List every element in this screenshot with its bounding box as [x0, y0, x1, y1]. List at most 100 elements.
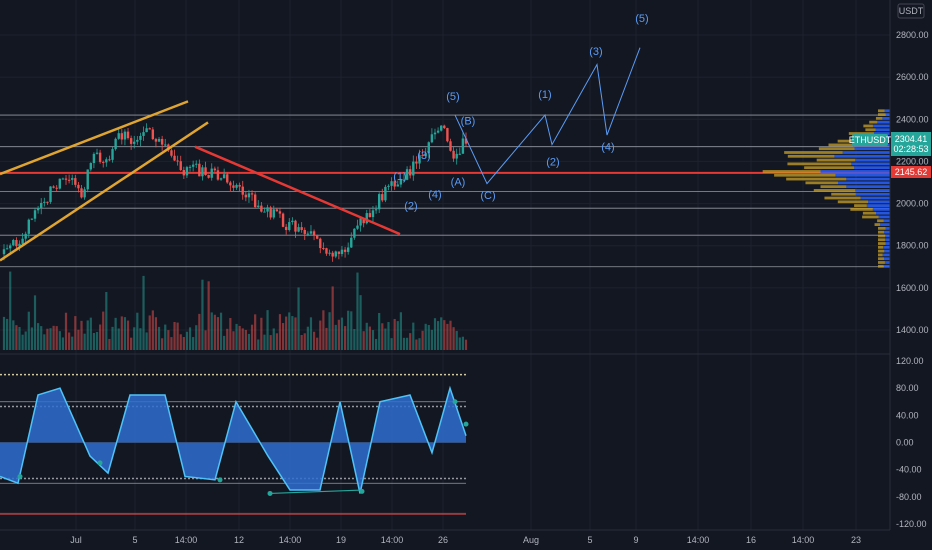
volume-profile-bar	[883, 219, 890, 223]
candle-body	[272, 209, 275, 218]
volume-bar	[368, 326, 371, 350]
trendlines[interactable]	[0, 100, 401, 262]
volume-profile-bar	[854, 147, 890, 151]
candle-body	[74, 178, 77, 185]
volume-profile-bar	[884, 261, 890, 264]
volume-bar	[133, 327, 136, 350]
volume-bar	[136, 312, 139, 350]
candle-body	[331, 252, 334, 257]
volume-profile-bar	[816, 158, 856, 162]
volume-profile-bar	[878, 261, 885, 264]
volume-profile-bar	[834, 154, 890, 158]
volume-bar	[319, 320, 322, 350]
volume-profile-bar	[831, 192, 856, 196]
volume-bar	[49, 328, 52, 350]
candle-body	[80, 188, 83, 198]
candle-body	[12, 240, 15, 246]
volume-bar	[192, 337, 195, 350]
volume-profile-bar	[878, 226, 886, 230]
candle-body	[198, 163, 201, 177]
volume-profile-bar	[872, 124, 890, 128]
time-tick-label: 9	[633, 535, 638, 545]
candle-body	[129, 138, 133, 144]
volume-bar	[281, 323, 285, 350]
candle-body	[250, 193, 254, 195]
candle-body	[108, 159, 111, 161]
volume-bar	[244, 329, 247, 350]
volume-bar	[92, 333, 96, 350]
candle-body	[120, 133, 124, 140]
candle-body	[238, 184, 241, 187]
volume-profile-bar	[862, 211, 877, 215]
candle-body	[253, 194, 257, 208]
volume-profile-bar	[824, 196, 861, 200]
candle-body	[229, 182, 232, 186]
volume-bar	[201, 279, 204, 350]
volume-bar	[347, 310, 350, 350]
volume-bars	[2, 271, 468, 350]
candle-body	[160, 138, 164, 145]
volume-bar	[365, 322, 368, 350]
candle-body	[322, 248, 325, 250]
volume-bar	[443, 320, 446, 350]
candle-body	[61, 178, 65, 180]
candle-body	[15, 240, 18, 247]
volume-bar	[396, 321, 399, 350]
volume-bar	[433, 318, 437, 350]
candle-body	[356, 225, 359, 229]
volume-bar	[350, 311, 353, 350]
candle-body	[399, 179, 403, 185]
volume-profile-bar	[855, 192, 890, 196]
elliott-wave-path[interactable]	[454, 47, 641, 185]
candle-body	[173, 155, 176, 161]
volume-bar	[306, 326, 309, 350]
time-axis[interactable]: Jul 5 14:00 12 14:00 19 14:00 26 Aug 5 9 14:00 16 14:…	[0, 529, 890, 545]
time-tick-label: Aug	[523, 535, 539, 545]
candle-body	[151, 129, 155, 140]
volume-bar	[254, 314, 257, 350]
volume-profile-bar	[884, 238, 890, 242]
candle-body	[303, 229, 306, 234]
marked-level-badge: 2145.62	[891, 166, 931, 178]
volume-bar	[102, 311, 105, 350]
candle-body	[412, 161, 415, 176]
wave-label: (4)	[601, 142, 614, 154]
time-tick-label: 16	[746, 535, 756, 545]
volume-bar	[343, 326, 347, 350]
price-tick-label: 1800.00	[896, 241, 929, 251]
oscillator-signal-dot	[267, 490, 273, 496]
volume-profile-bar	[804, 166, 855, 170]
volume-bar	[436, 321, 440, 350]
oscillator-signal-dot	[359, 488, 365, 494]
candle-body	[46, 201, 49, 203]
volume-profile-bar	[787, 162, 852, 166]
volume-bar	[452, 327, 455, 350]
oscillator-tick-label: 80.00	[896, 383, 919, 393]
candle-body	[142, 132, 145, 136]
volume-bar	[331, 286, 334, 350]
candle-body	[105, 159, 108, 163]
candle-body	[188, 166, 192, 168]
volume-profile-bar	[884, 249, 890, 253]
volume-bar	[232, 331, 235, 350]
candle-body	[204, 167, 207, 176]
volume-profile-bar	[868, 200, 890, 204]
candle-body	[371, 210, 375, 218]
marked-level-label: 2145.62	[895, 167, 928, 177]
oscillator-tick-label: 40.00	[896, 410, 919, 420]
volume-bar	[58, 331, 61, 350]
divergence-line	[269, 489, 363, 495]
volume-bar	[182, 336, 185, 350]
volume-bar	[6, 318, 9, 350]
volume-bar	[24, 331, 27, 350]
volume-bar	[114, 317, 117, 350]
projected-wave-line	[454, 47, 641, 185]
volume-bar	[89, 317, 92, 350]
volume-bar	[108, 338, 111, 350]
candle-body	[123, 131, 127, 140]
volume-profile-bar	[878, 109, 885, 113]
right-axis[interactable]: 1400.00 1600.00 1800.00 2000.00 2200.00 2400.…	[849, 0, 931, 530]
volume-bar	[43, 334, 46, 350]
candle-body	[368, 213, 372, 218]
